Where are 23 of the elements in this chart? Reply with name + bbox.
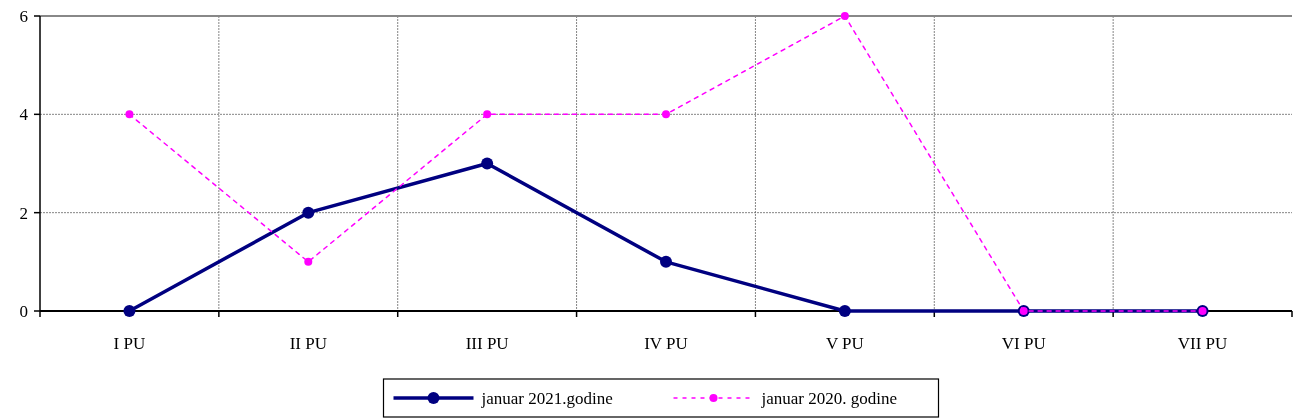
y-tick-label: 2: [19, 203, 28, 223]
y-tick-label: 6: [19, 6, 28, 26]
point: [660, 255, 672, 268]
y-tick-label: 0: [19, 301, 28, 321]
point: [662, 110, 670, 119]
x-tick-label: I PU: [113, 334, 146, 353]
point: [123, 305, 136, 317]
point: [304, 257, 313, 266]
legend-label: januar 2021.godine: [480, 388, 613, 408]
point: [481, 157, 494, 170]
x-tick-label: II PU: [289, 334, 327, 353]
x-tick-label: III PU: [465, 334, 509, 353]
point: [125, 110, 134, 119]
y-tick-label: 4: [19, 105, 29, 125]
point: [840, 12, 849, 20]
x-tick-label: IV PU: [644, 334, 688, 353]
point: [838, 305, 851, 317]
x-tick-label: V PU: [825, 334, 864, 353]
point: [483, 110, 492, 119]
x-tick-label: VII PU: [1177, 334, 1228, 353]
point: [302, 206, 315, 219]
x-tick-label: VI PU: [1001, 334, 1046, 353]
legend-label: januar 2020. godine: [760, 388, 897, 408]
